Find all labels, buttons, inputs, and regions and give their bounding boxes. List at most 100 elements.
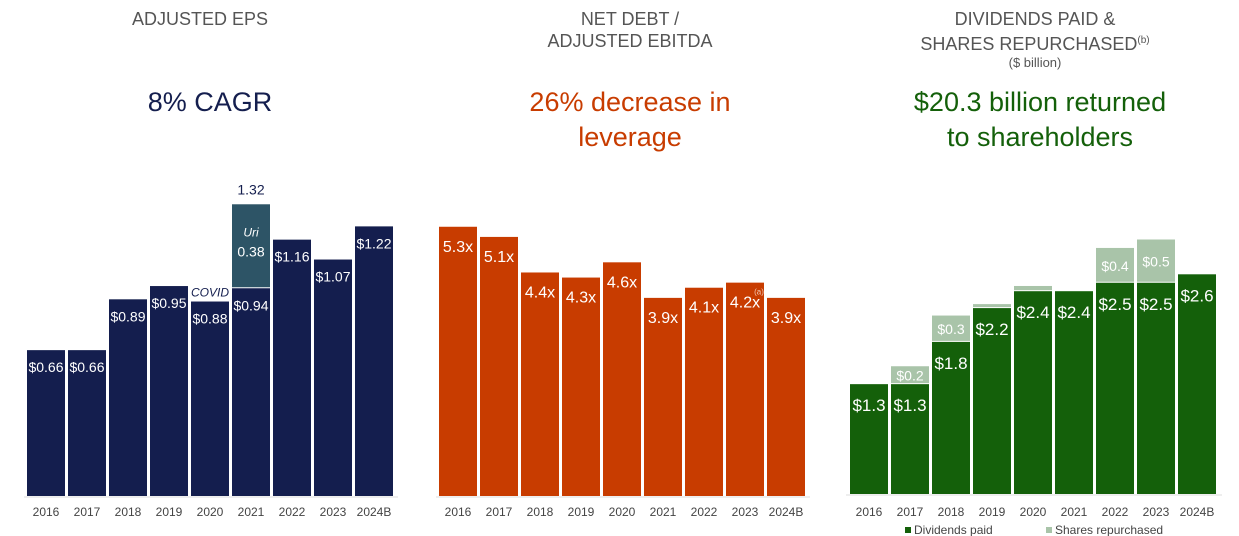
dividends-bar [1014,291,1052,494]
leverage-value-label: 4.2x [730,295,760,312]
returns-subtitle: $20.3 billion returned to shareholders [840,85,1239,155]
leverage-subtitle-line1: 26% decrease in [529,87,731,117]
returns-year-label: 2019 [979,505,1006,519]
returns-year-label: 2016 [856,505,883,519]
leverage-year-label: 2017 [486,505,513,519]
dividends-value-label: $2.5 [1139,295,1172,314]
returns-title-footnote: (b) [1137,35,1150,46]
leverage-bar [439,226,477,496]
dividends-bar [1137,282,1175,494]
eps-bar [314,259,352,496]
eps-value-label: $0.89 [110,308,145,324]
dividends-bar [973,308,1011,494]
repurchase-value-label: $0.3 [937,321,964,337]
returns-year-label: 2018 [938,505,965,519]
eps-year-label: 2016 [33,505,60,519]
eps-subtitle: 8% CAGR [147,87,273,117]
eps-year-label: 2023 [320,505,347,519]
eps-value-label: $0.94 [233,297,268,313]
dividends-bar [932,341,970,494]
eps-bar [273,239,311,496]
returns-year-label: 2020 [1020,505,1047,519]
leverage-year-label: 2021 [650,505,677,519]
leverage-bar [603,262,641,496]
leverage-bar [726,282,764,496]
leverage-bar [644,297,682,496]
leverage-title: NET DEBT / ADJUSTED EBITDA [480,8,780,52]
dividends-bar [1055,291,1093,494]
leverage-value-label: 4.6x [607,274,637,291]
eps-year-label: 2017 [74,505,101,519]
leverage-bar [562,277,600,496]
repurchase-value-label: $0.2 [896,368,923,384]
leverage-subtitle-line2: leverage [578,122,682,152]
eps-bar [150,286,188,496]
eps-value-label: $0.95 [151,295,186,311]
leverage-value-label: 4.3x [566,290,596,307]
leverage-value-label: 3.9x [771,310,801,327]
eps-bar [191,301,229,496]
dividends-value-label: $2.2 [975,320,1008,339]
returns-unit: ($ billion) [1008,55,1062,70]
dividends-value-label: $2.5 [1098,295,1131,314]
returns-title-line2: SHARES REPURCHASED [920,34,1138,54]
leverage-value-label: 4.1x [689,300,719,317]
leverage-subtitle: 26% decrease in leverage [450,85,810,155]
eps-value-label: $0.66 [69,359,104,375]
leverage-value-label: 4.4x [525,284,555,301]
leverage-bar [685,287,723,496]
eps-uri-bar [232,204,270,288]
repurchase-bar [1014,285,1052,291]
leverage-footnote-2023: (a) [754,288,764,297]
dividends-value-label: $1.8 [934,354,967,373]
eps-value-label: $0.66 [28,359,63,375]
repurchase-value-label: $0.5 [1142,254,1169,270]
dividends-value-label: $1.3 [893,396,926,415]
returns-year-label: 2021 [1061,505,1088,519]
leverage-value-label: 5.1x [484,249,514,266]
legend-dividends-label: Dividends paid [914,523,993,536]
dividends-value-label: $2.4 [1016,303,1049,322]
dividends-bar [1178,274,1216,494]
eps-bar [68,350,106,496]
leverage-bar [480,236,518,497]
eps-bar [109,299,147,496]
legend-dividends-swatch [905,527,911,533]
returns-subtitle-line2: to shareholders [946,122,1134,152]
leverage-year-label: 2024B [769,505,804,519]
eps-value-label: $1.22 [356,235,391,251]
leverage-title-line2: ADJUSTED EBITDA [547,31,713,51]
dividends-bar [1096,282,1134,494]
leverage-value-label: 3.9x [648,310,678,327]
repurchase-bar [1096,247,1134,282]
leverage-value-label: 5.3x [443,239,473,256]
dividends-value-label: $1.3 [852,396,885,415]
eps-covid-label: COVID [191,286,229,300]
repurchase-bar [891,366,929,384]
repurchase-bar [973,304,1011,308]
leverage-year-label: 2018 [527,505,554,519]
legend-repurchased-swatch [1046,527,1052,533]
eps-year-label: 2018 [115,505,142,519]
repurchase-bar [932,315,970,341]
eps-year-label: 2024B [357,505,392,519]
leverage-bar [521,272,559,496]
leverage-title-line1: NET DEBT / [580,9,680,29]
dividends-value-label: $2.4 [1057,303,1090,322]
returns-year-label: 2017 [897,505,924,519]
eps-year-label: 2019 [156,505,183,519]
eps-value-label: $0.88 [192,311,227,327]
returns-subtitle-line1: $20.3 billion returned [913,87,1167,117]
eps-title: ADJUSTED EPS [131,9,269,29]
eps-year-label: 2020 [197,505,224,519]
leverage-year-label: 2022 [691,505,718,519]
leverage-year-label: 2023 [732,505,759,519]
eps-year-label: 2021 [238,505,265,519]
repurchase-value-label: $0.4 [1101,258,1128,274]
returns-year-label: 2024B [1180,505,1215,519]
leverage-year-label: 2016 [445,505,472,519]
eps-bar [27,350,65,496]
eps-bar [232,288,270,496]
returns-year-label: 2022 [1102,505,1129,519]
